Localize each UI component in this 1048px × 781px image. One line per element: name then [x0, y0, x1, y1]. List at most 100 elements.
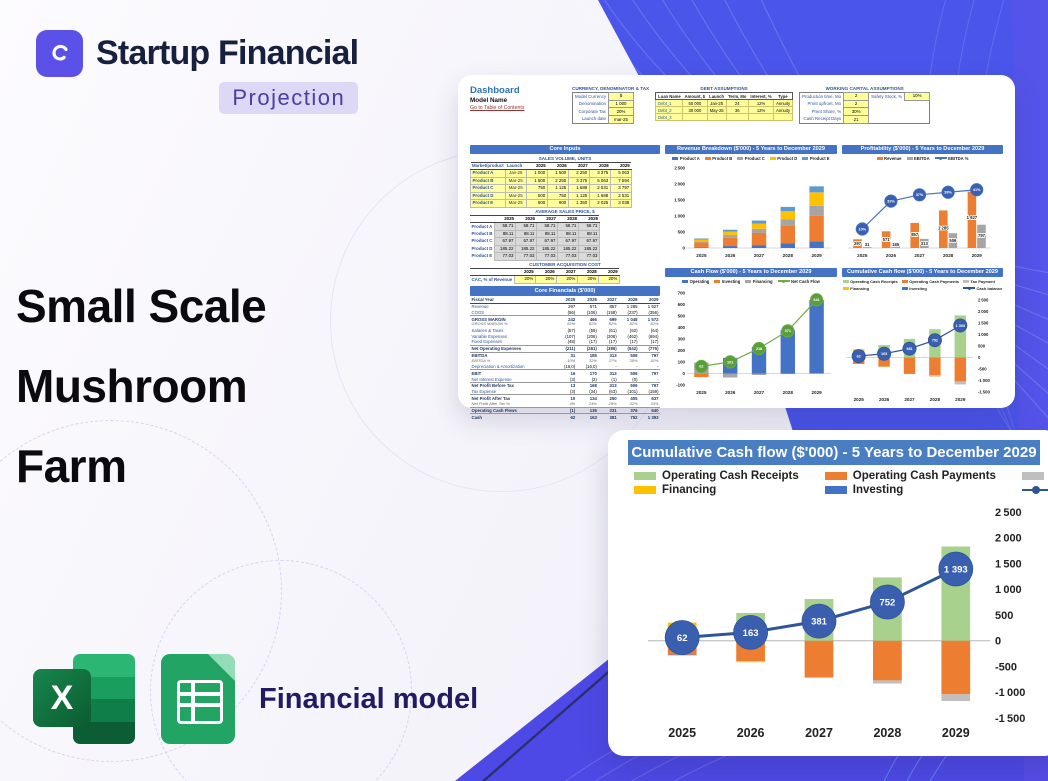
value-cell: 16 [555, 369, 577, 377]
input-cell[interactable]: 12% [747, 99, 775, 107]
input-cell[interactable]: 7 594 [609, 176, 632, 186]
input-cell[interactable]: 1 500 [546, 169, 569, 178]
input-cell[interactable]: mar-25 [608, 115, 634, 124]
input-cell[interactable]: 1 688 [567, 184, 590, 193]
svg-text:-1 000: -1 000 [978, 378, 990, 383]
input-cell[interactable]: 20% [534, 275, 557, 284]
input-cell[interactable]: 3 038 [609, 199, 632, 208]
value-cell: 88.11 [577, 229, 600, 239]
value-cell: 185.22 [556, 244, 579, 254]
input-cell[interactable] [773, 113, 794, 121]
input-cell[interactable]: 2 531 [609, 191, 632, 201]
input-cell[interactable]: 2 [843, 92, 870, 101]
input-cell[interactable]: 2 250 [546, 176, 569, 186]
toc-link[interactable]: Go to Table of Contents [470, 105, 525, 111]
input-cell[interactable]: 2 [843, 99, 870, 109]
svg-text:2028: 2028 [783, 390, 794, 395]
product-label-cell[interactable]: Product E [470, 199, 506, 208]
input-cell[interactable]: 21 [843, 115, 870, 124]
avg-price-title: AVERAGE SALES PRICE, $ [535, 208, 595, 214]
launch-cell[interactable]: Mar-25 [504, 199, 527, 208]
value-cell: 506 [618, 351, 640, 359]
input-cell[interactable]: 20% [513, 275, 536, 284]
input-cell[interactable]: 30 000 [682, 106, 708, 114]
column-header: Type [773, 92, 793, 100]
product-label-cell[interactable]: Product D [470, 191, 506, 201]
value-cell: 82% [588, 321, 597, 327]
input-cell[interactable]: 2 025 [588, 199, 611, 208]
input-cell[interactable]: Debt_1 [655, 99, 684, 107]
product-label-cell[interactable]: Product B [470, 176, 506, 186]
input-cell[interactable]: 50 000 [682, 99, 708, 107]
input-cell[interactable]: 3 797 [609, 184, 632, 193]
svg-text:62: 62 [677, 633, 688, 644]
input-cell[interactable]: May-25 [706, 106, 727, 114]
input-cell[interactable] [747, 113, 775, 121]
launch-cell[interactable]: Mar-25 [504, 176, 527, 186]
input-cell[interactable]: 5 063 [588, 176, 611, 186]
financials-row: Operating Cash Flows (1) 136 231 376 640 [470, 406, 660, 414]
input-cell[interactable]: 5 063 [609, 169, 632, 178]
cac-header-row: 2025 2026 2027 2028 2029 [470, 267, 620, 277]
input-cell[interactable] [706, 113, 727, 121]
year-header: 2028 [589, 161, 611, 171]
input-cell[interactable]: 30% [843, 107, 870, 117]
input-cell[interactable]: 20% [576, 275, 599, 284]
input-cell[interactable]: 24 [725, 99, 749, 107]
profitability-chart: Revenue EBITDA EBITDA % 297 571 857 1 285 1 927… [842, 156, 1003, 266]
input-cell[interactable]: 10% [904, 92, 931, 101]
input-cell[interactable]: 750 [546, 191, 569, 201]
input-cell[interactable]: 1 125 [567, 191, 590, 201]
input-cell[interactable]: 1 000 [608, 99, 634, 109]
input-cell[interactable]: Debt_3 [655, 113, 684, 121]
chart-legend: Operating Cash Receipts Operating Cash Pa… [842, 279, 1003, 291]
input-cell[interactable]: 2 250 [567, 169, 590, 178]
input-cell[interactable]: Annuity [773, 99, 794, 107]
svg-text:10%: 10% [858, 227, 866, 231]
input-cell[interactable]: 750 [525, 184, 548, 193]
value-cell: (0) [632, 376, 638, 382]
input-cell[interactable]: 20% [597, 275, 620, 284]
input-cell[interactable]: 36 [725, 106, 749, 114]
input-cell[interactable]: Debt_2 [655, 106, 684, 114]
cumulative_big-plot: -1 500 -1 000 -500 0 500 1 000 1 500 2 000 2 500… [648, 507, 1025, 740]
input-cell[interactable]: 1 350 [567, 199, 590, 208]
input-cell[interactable]: 900 [546, 199, 569, 208]
input-cell[interactable]: 1 125 [546, 184, 569, 193]
input-cell[interactable]: Jan-25 [706, 99, 727, 107]
svg-text:571: 571 [883, 237, 891, 242]
value-cell: (34) [589, 389, 597, 395]
input-cell[interactable]: 2 531 [588, 184, 611, 193]
value-cell: 797 [639, 381, 660, 389]
svg-text:2 000: 2 000 [674, 182, 685, 187]
svg-text:1 393: 1 393 [956, 324, 965, 328]
input-cell[interactable]: 12% [747, 106, 775, 114]
launch-cell[interactable]: Mar-25 [504, 191, 527, 201]
input-cell[interactable]: 1 688 [588, 191, 611, 201]
financials-row: Variable Expenses (107) (206) (308) (462) (69… [470, 333, 660, 339]
input-cell[interactable]: 3 375 [567, 176, 590, 186]
input-cell[interactable]: 20% [608, 107, 634, 117]
product-label-cell[interactable]: Product C [470, 184, 506, 193]
financials-row: GROSS MARGIN 242 466 699 1 048 1 572 [470, 315, 660, 323]
legend-ebitda: EBITDA [906, 156, 930, 161]
input-cell[interactable] [725, 113, 749, 121]
svg-text:2 500: 2 500 [995, 507, 1022, 519]
launch-cell[interactable]: Mar-25 [504, 184, 527, 193]
svg-text:1 393: 1 393 [944, 564, 968, 575]
launch-cell[interactable]: Jan-25 [504, 169, 527, 178]
product-label-cell[interactable]: Product A [470, 169, 506, 178]
value-cell: 637 [639, 394, 660, 402]
svg-text:500: 500 [678, 230, 686, 235]
input-cell[interactable]: 3 375 [588, 169, 611, 178]
input-cell[interactable] [682, 113, 708, 121]
product-label: Product E [471, 253, 493, 259]
input-cell[interactable]: Annuity [773, 106, 794, 114]
input-cell[interactable]: $ [608, 92, 634, 101]
input-cell[interactable]: 1 500 [525, 176, 548, 186]
svg-text:-1 500: -1 500 [995, 713, 1025, 725]
input-cell[interactable]: 1 000 [525, 169, 548, 178]
input-cell[interactable]: 20% [555, 275, 578, 284]
input-cell[interactable]: 500 [525, 191, 548, 201]
input-cell[interactable]: 600 [525, 199, 548, 208]
